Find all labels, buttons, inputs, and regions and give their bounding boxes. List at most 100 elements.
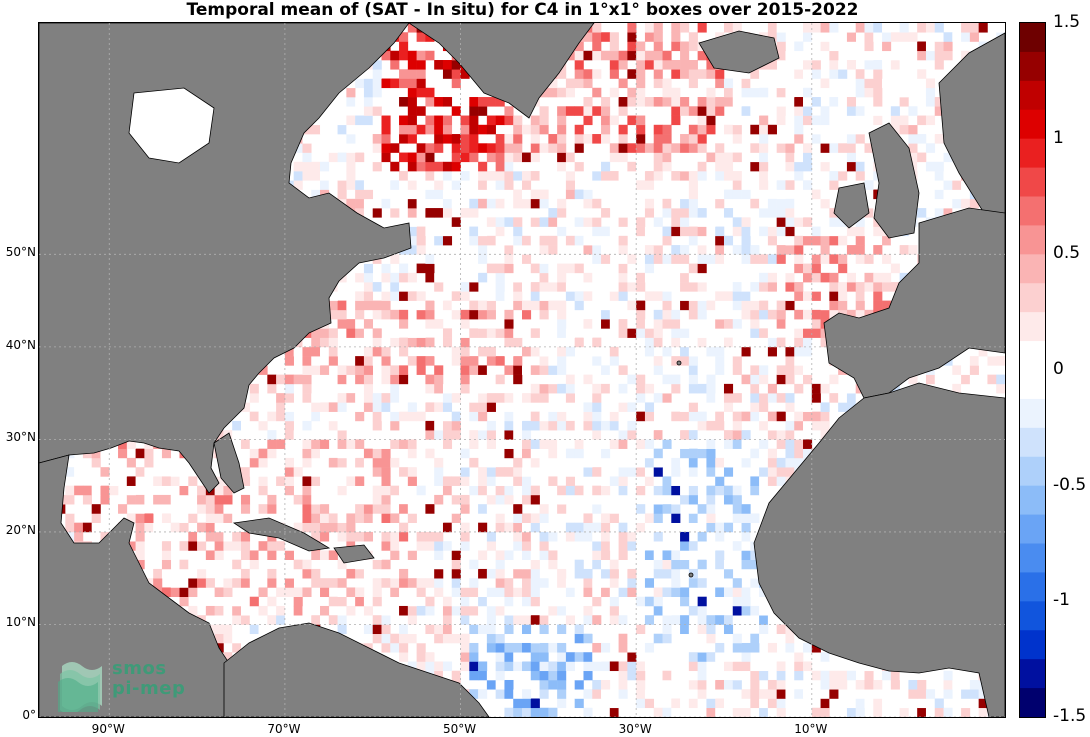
anomaly-cell <box>715 698 725 709</box>
anomaly-cell <box>811 134 821 144</box>
anomaly-cell <box>399 633 409 644</box>
anomaly-cell <box>232 596 242 607</box>
anomaly-cell <box>785 124 795 135</box>
anomaly-cell <box>627 467 637 477</box>
anomaly-cell <box>135 476 145 486</box>
anomaly-cell <box>302 485 312 496</box>
anomaly-cell <box>451 300 461 311</box>
anomaly-cell <box>688 605 698 616</box>
anomaly-cell <box>609 69 619 79</box>
anomaly-cell <box>539 272 549 283</box>
anomaly-cell <box>609 272 619 283</box>
anomaly-cell <box>478 393 488 403</box>
anomaly-cell <box>407 476 417 486</box>
anomaly-cell <box>794 161 804 172</box>
anomaly-cell <box>469 670 479 681</box>
anomaly-cell <box>434 226 444 237</box>
anomaly-cell <box>890 263 900 274</box>
anomaly-cell <box>688 124 698 135</box>
anomaly-cell <box>680 180 690 190</box>
anomaly-cell <box>478 171 488 181</box>
anomaly-cell <box>267 596 277 607</box>
anomaly-cell <box>662 476 672 486</box>
anomaly-cell <box>355 272 365 283</box>
anomaly-cell <box>372 134 382 144</box>
anomaly-cell <box>390 513 400 523</box>
anomaly-cell <box>557 69 567 79</box>
anomaly-cell <box>442 217 453 227</box>
anomaly-cell <box>961 689 971 699</box>
anomaly-cell <box>715 300 725 311</box>
anomaly-cell <box>776 97 786 107</box>
anomaly-cell <box>530 411 540 422</box>
anomaly-cell <box>627 263 637 274</box>
anomaly-cell <box>346 356 356 366</box>
anomaly-cell <box>759 282 769 292</box>
anomaly-cell <box>328 578 338 588</box>
anomaly-cell <box>434 383 444 394</box>
anomaly-cell <box>442 189 453 200</box>
anomaly-cell <box>442 328 453 338</box>
anomaly-cell <box>513 652 523 662</box>
anomaly-cell <box>934 106 944 116</box>
anomaly-cell <box>855 217 865 227</box>
anomaly-cell <box>557 272 567 283</box>
anomaly-cell <box>513 559 523 570</box>
anomaly-cell <box>460 531 470 542</box>
anomaly-cell <box>478 254 488 264</box>
anomaly-cell <box>530 365 540 375</box>
anomaly-cell <box>399 198 409 209</box>
anomaly-cell <box>495 633 505 644</box>
anomaly-cell <box>460 504 470 514</box>
anomaly-cell <box>601 430 611 440</box>
anomaly-cell <box>381 494 391 505</box>
anomaly-cell <box>442 161 453 172</box>
anomaly-cell <box>583 531 593 542</box>
anomaly-cell <box>829 300 839 311</box>
anomaly-cell <box>794 365 804 375</box>
anomaly-cell <box>486 476 496 486</box>
anomaly-cell <box>513 568 523 579</box>
anomaly-cell <box>363 633 374 644</box>
anomaly-cell <box>232 578 242 588</box>
anomaly-cell <box>908 152 918 163</box>
anomaly-cell <box>785 402 795 412</box>
anomaly-cell <box>381 439 391 449</box>
anomaly-cell <box>662 346 672 357</box>
anomaly-cell <box>557 494 567 505</box>
anomaly-cell <box>688 365 698 375</box>
anomaly-cell <box>355 208 365 218</box>
anomaly-cell <box>495 596 505 607</box>
anomaly-cell <box>706 300 716 311</box>
anomaly-cell <box>434 420 444 431</box>
anomaly-cell <box>522 467 532 477</box>
anomaly-cell <box>486 171 496 181</box>
anomaly-cell <box>320 587 330 598</box>
anomaly-cell <box>451 642 461 653</box>
anomaly-cell <box>416 393 426 403</box>
anomaly-cell <box>469 356 479 366</box>
anomaly-cell <box>381 448 391 459</box>
anomaly-cell <box>803 106 813 116</box>
anomaly-cell <box>416 578 426 588</box>
anomaly-cell <box>337 134 347 144</box>
anomaly-cell <box>978 689 988 699</box>
anomaly-cell <box>522 698 532 709</box>
anomaly-cell <box>504 522 514 533</box>
anomaly-cell <box>434 550 444 560</box>
anomaly-cell <box>407 171 417 181</box>
anomaly-cell <box>381 615 391 625</box>
anomaly-cell <box>381 605 391 616</box>
anomaly-cell <box>407 328 417 338</box>
anomaly-cell <box>363 300 374 311</box>
anomaly-cell <box>592 587 602 598</box>
anomaly-cell <box>601 550 611 560</box>
anomaly-cell <box>864 679 874 690</box>
anomaly-cell <box>363 328 374 338</box>
anomaly-cell <box>680 198 690 209</box>
anomaly-cell <box>583 605 593 616</box>
anomaly-cell <box>486 97 496 107</box>
anomaly-cell <box>609 346 619 357</box>
anomaly-cell <box>363 180 374 190</box>
anomaly-cell <box>855 291 865 301</box>
